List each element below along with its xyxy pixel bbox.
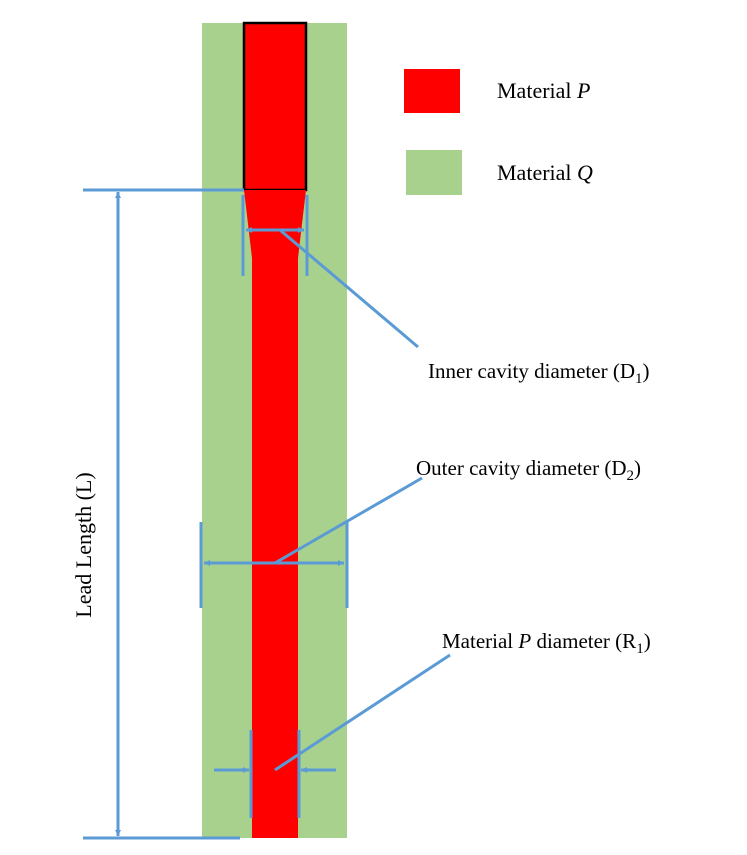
inner-cavity-leader xyxy=(279,228,419,349)
legend-label-material-p: Material P xyxy=(497,78,590,103)
legend-swatch-material-p xyxy=(404,69,460,113)
outer-cavity-leader xyxy=(274,476,423,565)
material-p-lower-section xyxy=(252,256,298,838)
material-p-diameter-label: Material P diameter (R1) xyxy=(442,629,651,657)
lead-length-label: Lead Length (L) xyxy=(71,472,96,617)
material-p-upper-section xyxy=(242,21,308,192)
outer-cavity-diameter-label: Outer cavity diameter (D2) xyxy=(416,456,641,484)
material-p-taper xyxy=(244,190,306,258)
inner-cavity-diameter-label: Inner cavity diameter (D1) xyxy=(428,359,650,387)
material-p-diameter-leader xyxy=(274,653,451,772)
legend-label-material-q: Material Q xyxy=(497,160,593,185)
legend-swatch-material-q xyxy=(406,150,462,195)
